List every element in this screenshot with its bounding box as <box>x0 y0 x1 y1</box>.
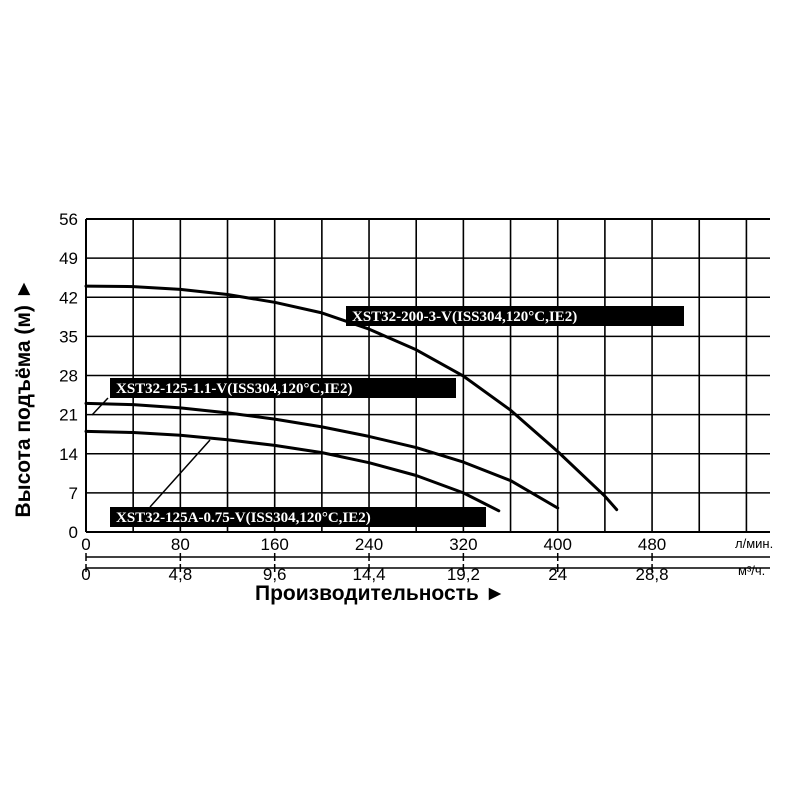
x-tick-label-secondary: 14,4 <box>352 565 385 584</box>
x-tick-label-secondary: 24 <box>548 565 567 584</box>
x-tick-label-primary: 0 <box>81 535 90 554</box>
x-tick-label-secondary: 4,8 <box>169 565 193 584</box>
x-tick-label-primary: 320 <box>449 535 477 554</box>
x-unit-primary: л/мин. <box>735 536 773 551</box>
series-label-leader <box>91 397 109 416</box>
x-tick-label-primary: 400 <box>544 535 572 554</box>
x-tick-label-primary: 480 <box>638 535 666 554</box>
series-label: XST32-125-1.1-V(ISS304,120°C,IE2) <box>116 381 352 397</box>
series-label: XST32-125A-0.75-V(ISS304,120°C,IE2) <box>116 510 371 526</box>
performance-curve <box>84 401 560 510</box>
y-tick-label: 28 <box>59 367 78 386</box>
series-label-box <box>346 306 684 326</box>
x-tick-label-primary: 160 <box>261 535 289 554</box>
x-unit-secondary: м³/ч. <box>738 563 765 578</box>
x-tick-label-primary: 80 <box>171 535 190 554</box>
grid <box>85 218 770 533</box>
series-label-leader <box>149 439 211 508</box>
series-label-box <box>110 507 486 527</box>
x-tick-label-secondary: 0 <box>81 565 90 584</box>
x-tick-label-primary: 240 <box>355 535 383 554</box>
y-tick-label: 0 <box>69 523 78 542</box>
performance-curves <box>84 284 619 513</box>
y-axis-title: Высота подъёма (м) ► <box>12 278 35 517</box>
x-tick-label-secondary: 28,8 <box>636 565 669 584</box>
series-label: XST32-200-3-V(ISS304,120°C,IE2) <box>352 309 577 325</box>
y-tick-label: 21 <box>59 406 78 425</box>
y-tick-label: 42 <box>59 288 78 307</box>
y-tick-label: 14 <box>59 445 78 464</box>
y-tick-label: 49 <box>59 249 78 268</box>
performance-curve <box>84 429 501 513</box>
y-tick-label: 35 <box>59 327 78 346</box>
x-axis-title: Производительность ► <box>255 582 505 605</box>
series-label-box <box>110 378 456 398</box>
y-tick-label: 7 <box>69 484 78 503</box>
series-labels: XST32-200-3-V(ISS304,120°C,IE2) XST32-125… <box>91 306 684 527</box>
axis-ticks: 071421283542495600804,81609,624014,43201… <box>59 210 770 584</box>
performance-curve <box>84 284 619 512</box>
x-tick-label-secondary: 9,6 <box>263 565 287 584</box>
x-tick-label-secondary: 19,2 <box>447 565 480 584</box>
y-tick-label: 56 <box>59 210 78 229</box>
